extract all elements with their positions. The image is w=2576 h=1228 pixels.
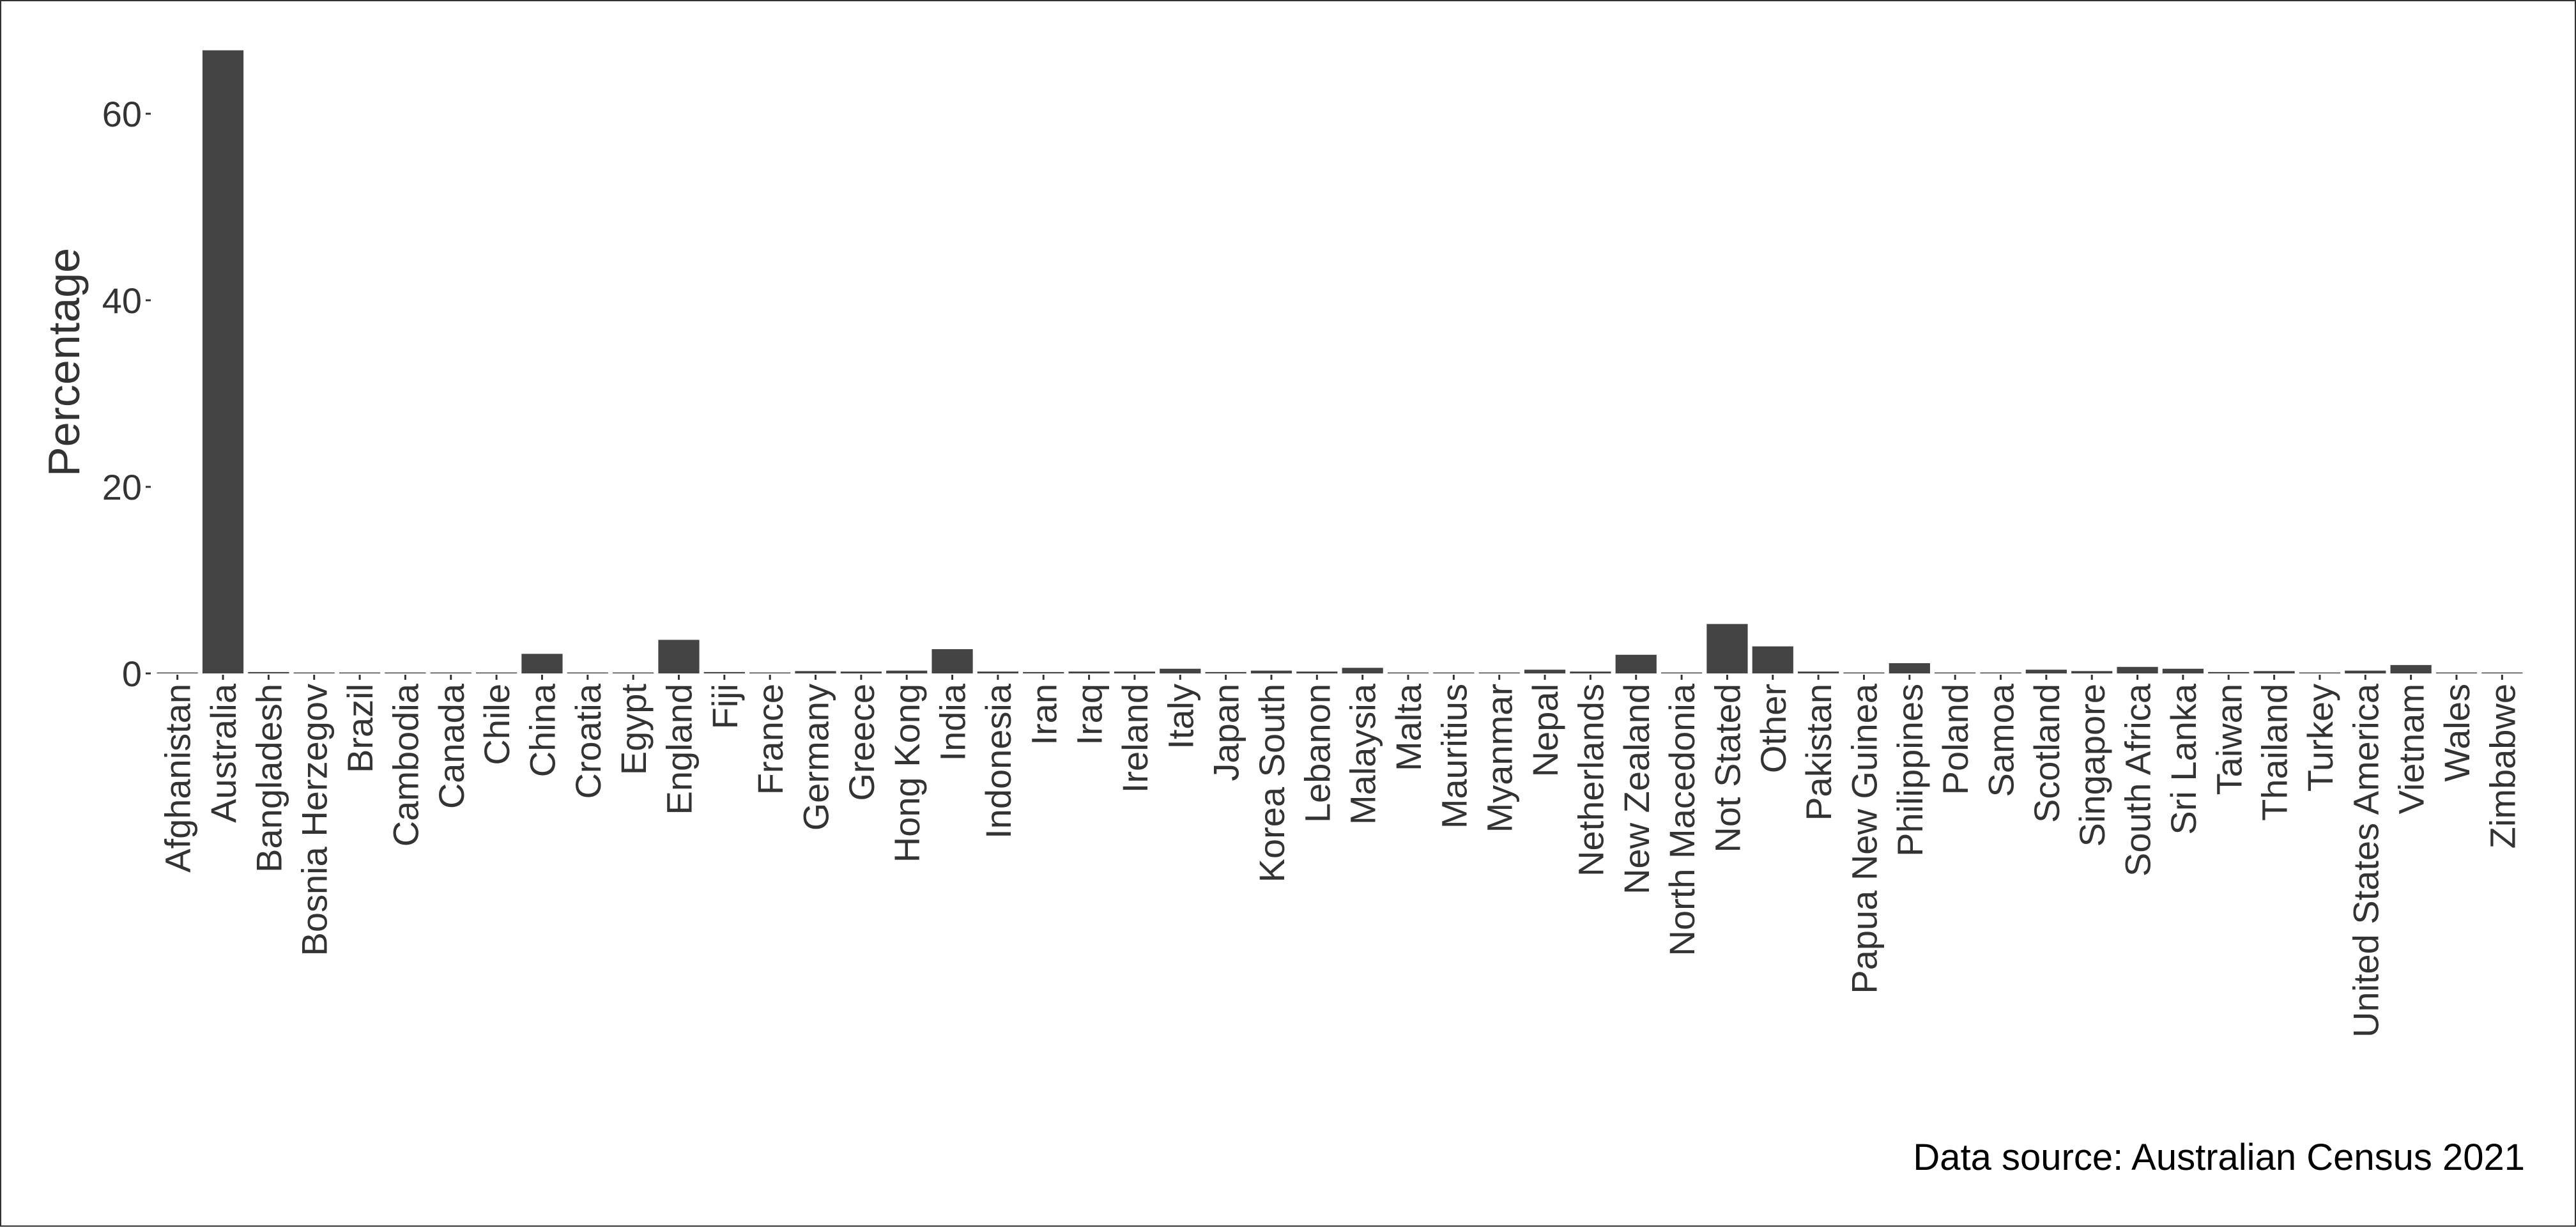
x-tick-label: Vietnam — [2391, 684, 2432, 814]
x-axis: Afghanistan Australia Bangladesh Bosnia Her… — [158, 675, 2522, 1038]
bar — [658, 640, 700, 673]
x-tick-label: Egypt — [613, 684, 654, 776]
x-tick-label: Malta — [1388, 683, 1429, 771]
x-tick-label: China — [522, 683, 562, 777]
x-tick-label: Pakistan — [1798, 684, 1839, 821]
bar — [1706, 624, 1748, 673]
x-tick-label: United States America — [2345, 683, 2386, 1038]
bar — [2162, 668, 2204, 673]
bar — [2117, 666, 2158, 673]
y-axis-label: Percentage — [39, 248, 89, 477]
bar — [1524, 670, 1566, 673]
x-tick-label: France — [750, 684, 790, 795]
x-tick-label: Taiwan — [2209, 684, 2249, 795]
bar — [1114, 672, 1156, 673]
x-tick-label: Bangladesh — [249, 684, 289, 873]
bar — [795, 671, 836, 673]
y-axis: 0 20 40 60 — [102, 94, 151, 694]
y-tick-label: 20 — [102, 467, 142, 507]
bar — [521, 654, 563, 673]
bar — [2025, 670, 2067, 673]
x-tick-label: Not Stated — [1707, 684, 1747, 853]
bar — [1752, 646, 1793, 673]
bar — [977, 672, 1019, 673]
bar — [840, 672, 882, 673]
x-tick-label: North Macedonia — [1662, 683, 1702, 956]
x-tick-label: Japan — [1206, 684, 1246, 781]
x-tick-label: Sri Lanka — [2163, 683, 2204, 834]
y-tick-label: 60 — [102, 94, 142, 134]
bar — [1023, 672, 1064, 673]
x-tick-label: Canada — [431, 683, 471, 809]
x-tick-label: Papua New Guinea — [1844, 683, 1884, 994]
x-tick-label: New Zealand — [1616, 684, 1657, 894]
x-tick-label: Cambodia — [385, 683, 425, 847]
data-source-caption: Data source: Australian Census 2021 — [1913, 1137, 2525, 1178]
x-tick-label: Wales — [2437, 684, 2477, 782]
bar — [1296, 672, 1338, 673]
x-tick-label: Bosnia Herzegov — [295, 684, 335, 956]
x-tick-label: Chile — [477, 684, 517, 765]
bar — [1250, 670, 1292, 673]
x-tick-label: Ireland — [1115, 684, 1155, 793]
bar — [2345, 670, 2386, 673]
x-tick-label: Fiji — [705, 684, 745, 730]
bar — [2071, 671, 2113, 673]
x-tick-label: Greece — [841, 684, 882, 801]
bar — [2390, 664, 2432, 673]
x-tick-label: India — [933, 683, 973, 761]
bar — [1205, 672, 1246, 673]
bar — [2208, 672, 2250, 673]
x-tick-label: Brazil — [340, 684, 380, 773]
bar — [2253, 671, 2295, 673]
bar — [1889, 663, 1930, 673]
x-tick-label: Korea South — [1252, 684, 1292, 882]
bar — [1615, 654, 1657, 673]
x-tick-label: Mauritius — [1434, 684, 1474, 829]
x-tick-label: Lebanon — [1297, 684, 1337, 823]
x-tick-label: Germany — [796, 684, 836, 831]
x-tick-label: Australia — [203, 683, 243, 823]
x-tick-label: Iraq — [1070, 684, 1110, 746]
bar — [202, 50, 244, 674]
x-tick-label: Croatia — [568, 683, 608, 799]
x-tick-label: South Africa — [2118, 683, 2158, 877]
x-tick-label: Malaysia — [1343, 683, 1383, 825]
bar — [248, 672, 289, 673]
bar — [1160, 668, 1201, 673]
x-tick-label: Zimbabwe — [2482, 684, 2522, 848]
x-tick-label: Scotland — [2027, 684, 2067, 823]
bar — [886, 670, 928, 673]
x-tick-label: Nepal — [1525, 684, 1565, 777]
x-tick-label: England — [659, 684, 699, 815]
bar — [1342, 668, 1383, 673]
x-tick-label: Afghanistan — [158, 684, 198, 873]
y-tick-label: 40 — [102, 280, 142, 321]
x-tick-label: Iran — [1023, 684, 1064, 746]
x-tick-label: Thailand — [2255, 684, 2295, 821]
x-tick-label: Samoa — [1981, 683, 2021, 797]
bar — [703, 672, 745, 673]
x-tick-label: Other — [1753, 684, 1793, 773]
bar — [931, 649, 973, 673]
x-tick-label: Philippines — [1890, 684, 1930, 857]
x-tick-label: Netherlands — [1570, 684, 1611, 877]
x-tick-label: Singapore — [2072, 684, 2112, 847]
x-tick-label: Turkey — [2300, 684, 2340, 792]
bar — [1798, 672, 1839, 673]
bar — [1068, 672, 1110, 673]
y-tick-label: 0 — [122, 654, 142, 694]
x-tick-label: Myanmar — [1480, 684, 1520, 833]
x-tick-label: Poland — [1935, 684, 1975, 795]
x-tick-label: Indonesia — [978, 683, 1018, 839]
bars-group — [157, 50, 2523, 674]
x-tick-label: Italy — [1160, 684, 1200, 749]
x-tick-label: Hong Kong — [887, 684, 927, 863]
bar — [1570, 672, 1611, 673]
